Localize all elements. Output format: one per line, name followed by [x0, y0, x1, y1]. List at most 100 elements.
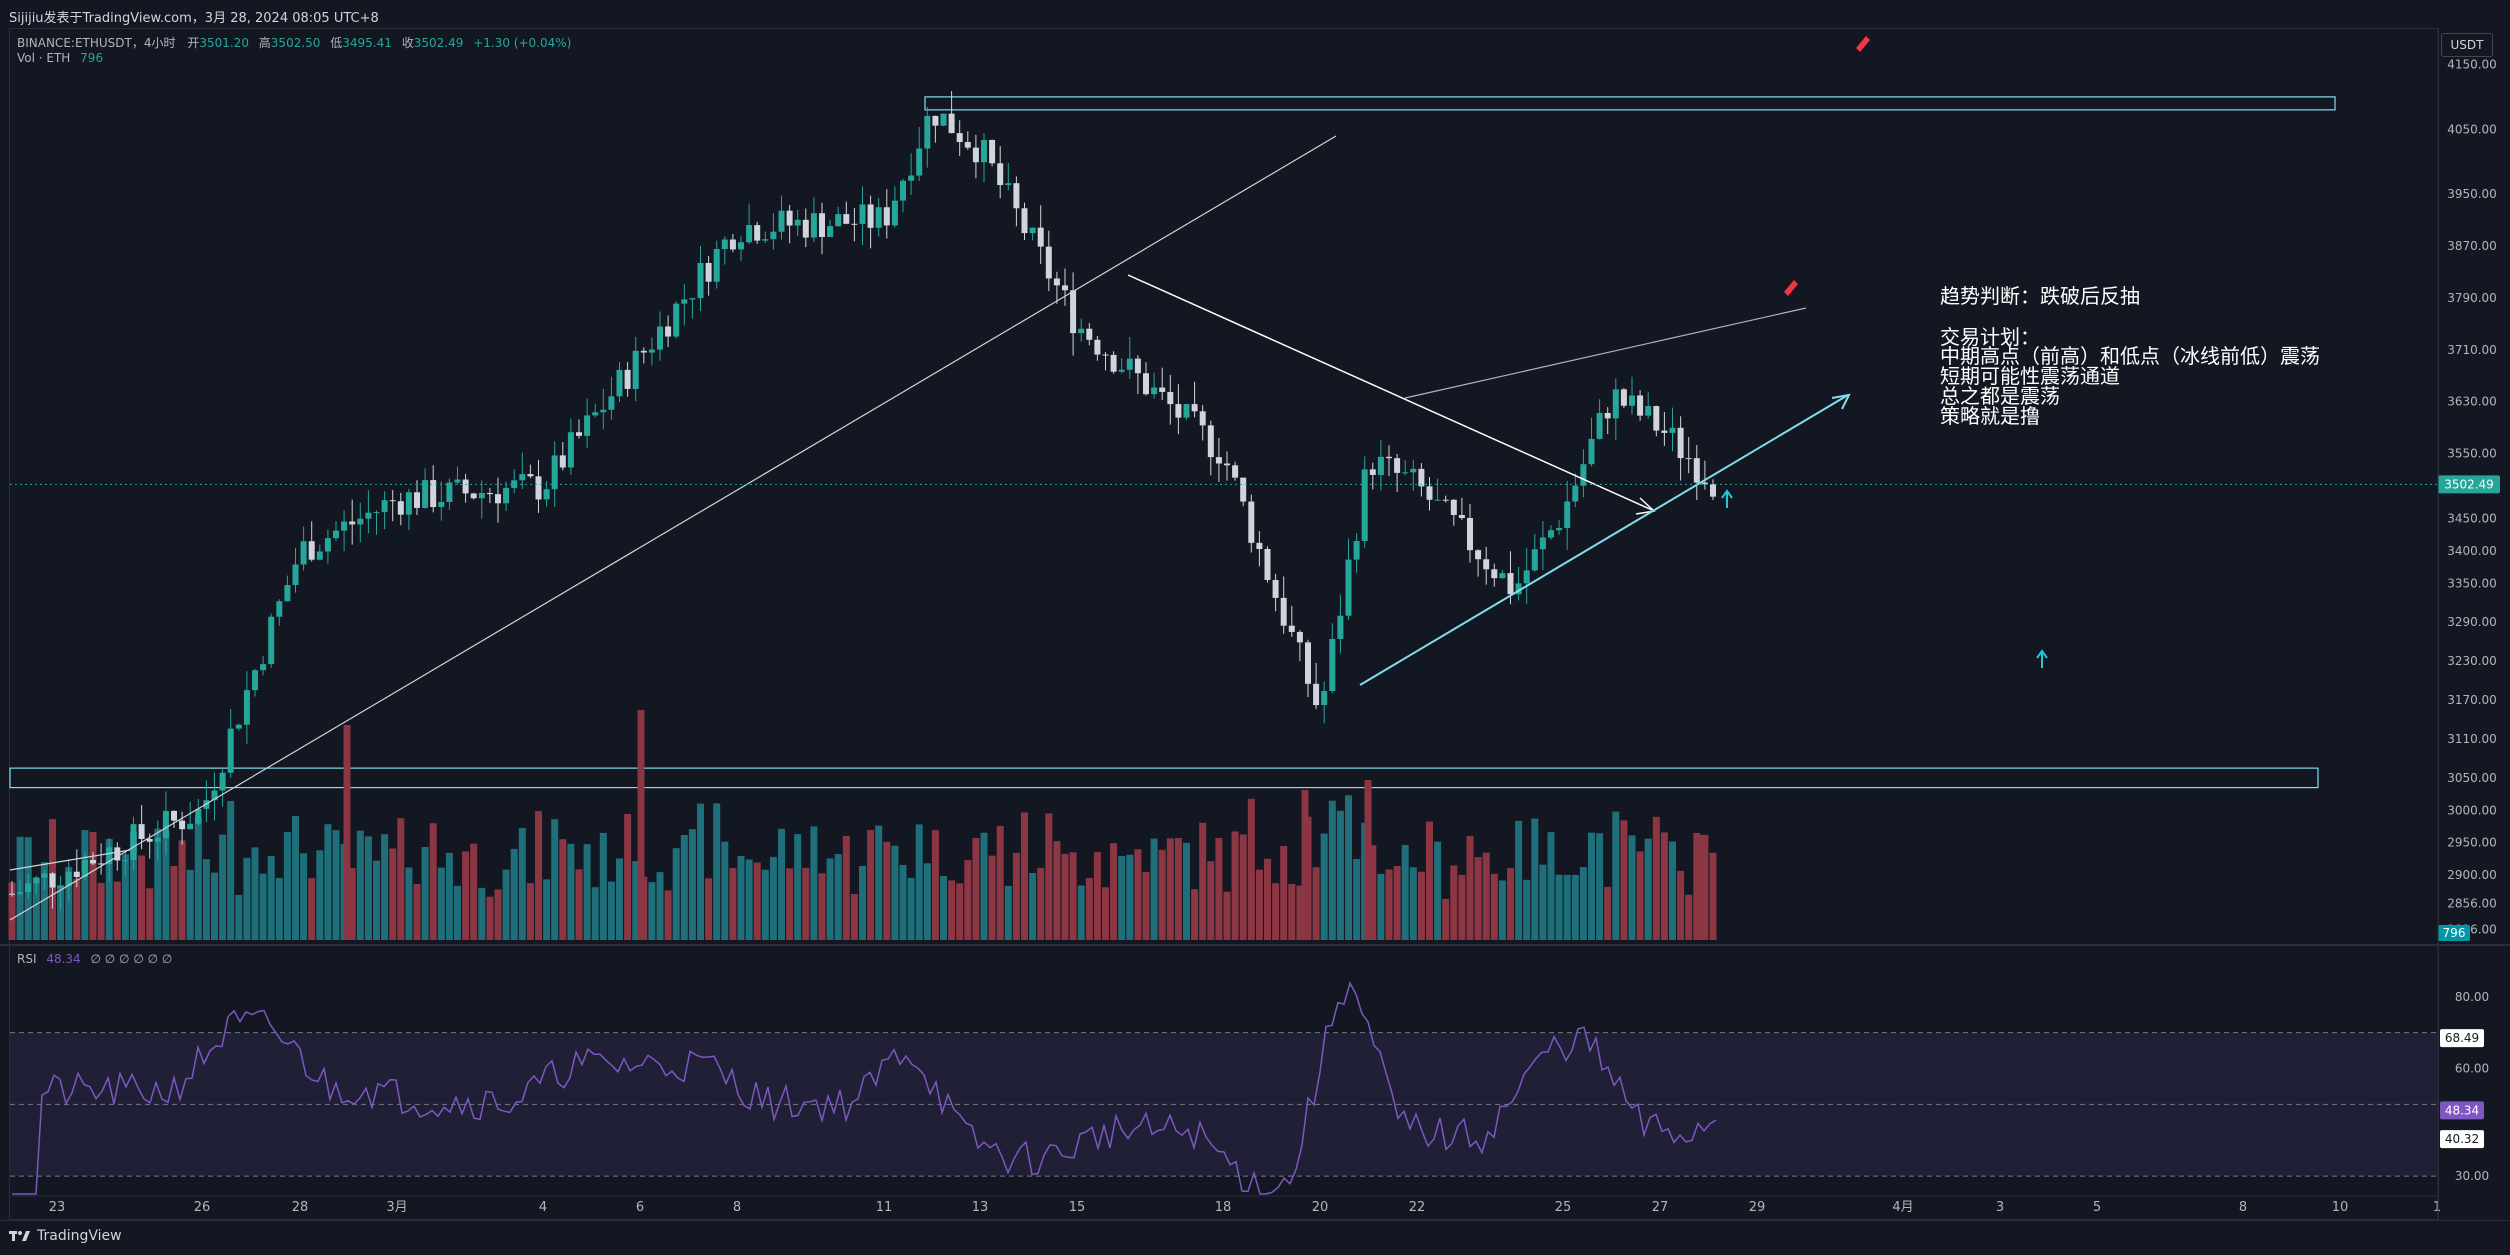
candle-body — [778, 210, 785, 232]
volume-bar — [283, 832, 291, 940]
volume-bar — [931, 830, 939, 940]
candle-body — [1677, 427, 1684, 459]
candle-body — [948, 113, 955, 134]
candle-body — [373, 512, 380, 514]
volume-bar — [1644, 838, 1652, 940]
volume-bar — [1450, 865, 1458, 940]
time-tick-label: 4 — [539, 1200, 547, 1215]
candle-body — [535, 476, 542, 500]
volume-bar — [948, 880, 956, 940]
volume-bar — [1677, 870, 1685, 940]
currency-button[interactable]: USDT — [2441, 33, 2493, 57]
candle-body — [1070, 290, 1077, 334]
candle-body — [1467, 517, 1473, 551]
candle-body — [657, 326, 663, 350]
candle-body — [770, 231, 777, 240]
volume-bar — [397, 818, 405, 940]
price-tick-label: 3110.00 — [2447, 732, 2497, 746]
volume-bar — [1288, 883, 1296, 940]
volume-bar — [1029, 872, 1037, 940]
time-tick-label: 8 — [733, 1200, 741, 1215]
candle-body — [997, 163, 1004, 186]
volume-bar — [656, 872, 664, 940]
volume-bar — [97, 883, 105, 940]
volume-bar — [1069, 852, 1077, 940]
price-tick-label: 4050.00 — [2447, 122, 2497, 136]
time-tick-label: 18 — [1215, 1200, 1232, 1215]
volume-bar — [1158, 849, 1166, 940]
volume-bar — [308, 878, 316, 940]
price-tick-label: 3790.00 — [2447, 291, 2497, 305]
candle-body — [365, 512, 372, 519]
candle-body — [276, 601, 283, 617]
candle-body — [219, 772, 226, 791]
volume-bar — [1231, 831, 1239, 940]
volume-bar — [113, 881, 121, 940]
candle-body — [1507, 573, 1514, 595]
rising-arrowhead — [1831, 393, 1851, 410]
volume-bar — [300, 853, 308, 940]
candle-body — [713, 249, 720, 282]
volume-bar — [956, 883, 964, 940]
candle-body — [1491, 569, 1498, 579]
time-tick-label: 25 — [1555, 1200, 1572, 1215]
candle-body — [1288, 625, 1295, 632]
volume-bar — [1312, 867, 1320, 940]
candle-body — [73, 871, 80, 878]
volume-bar — [1596, 833, 1604, 940]
volume-bar — [1150, 838, 1158, 940]
volume-bar — [267, 856, 275, 940]
candle-body — [41, 873, 48, 878]
candle-body — [746, 225, 753, 243]
candle-body — [624, 369, 631, 389]
candle-body — [486, 493, 493, 495]
candle-body — [65, 871, 72, 886]
candle-body — [349, 521, 356, 525]
volume-bar — [146, 888, 154, 940]
volume-bar — [81, 830, 89, 940]
volume-bar — [551, 819, 559, 940]
volume-bar — [348, 868, 356, 940]
volume-bar — [729, 868, 737, 940]
long-trendline — [9, 135, 1337, 921]
volume-bar — [599, 832, 607, 940]
rsi-label: RSI — [17, 952, 37, 966]
volume-bar — [89, 832, 97, 940]
volume-bar — [802, 867, 810, 940]
volume-bar — [373, 860, 380, 940]
time-tick-label: 20 — [1312, 1200, 1329, 1215]
rsi-badge-text: 40.32 — [2445, 1132, 2479, 1146]
candle-body — [495, 494, 501, 504]
candle-body — [1386, 456, 1392, 459]
candle-body — [1207, 425, 1214, 458]
candle-body — [851, 223, 858, 225]
candle-body — [1256, 542, 1263, 550]
candle-body — [1062, 285, 1068, 291]
volume-bar — [138, 855, 146, 940]
candle-body — [1232, 465, 1239, 478]
candle-body — [956, 133, 963, 143]
candle-body — [90, 860, 96, 864]
rising-support-arrow — [1359, 394, 1849, 686]
legend-change: +1.30 (+0.04%) — [473, 36, 572, 50]
volume-bar — [591, 887, 599, 940]
volume-bar — [510, 848, 518, 940]
volume-bar — [65, 867, 73, 940]
annotation-range: 中期高点（前高）和低点（冰线前低）震荡 — [1940, 344, 2320, 368]
volume-bar — [680, 834, 688, 940]
volume-bar — [494, 889, 502, 940]
candle-body — [17, 892, 24, 895]
volume-bar — [1555, 874, 1563, 940]
volume-bar — [996, 825, 1004, 940]
candle-body — [891, 200, 898, 226]
volume-bar — [178, 840, 186, 940]
candle-body — [98, 863, 105, 865]
time-tick-label: 27 — [1652, 1200, 1669, 1215]
candle-body — [802, 219, 809, 238]
volume-bar — [1393, 865, 1401, 940]
candle-body — [1580, 464, 1587, 486]
candle-body — [835, 214, 842, 227]
candle-body — [1685, 458, 1692, 460]
tradingview-logo[interactable]: TradingView — [9, 1228, 122, 1244]
